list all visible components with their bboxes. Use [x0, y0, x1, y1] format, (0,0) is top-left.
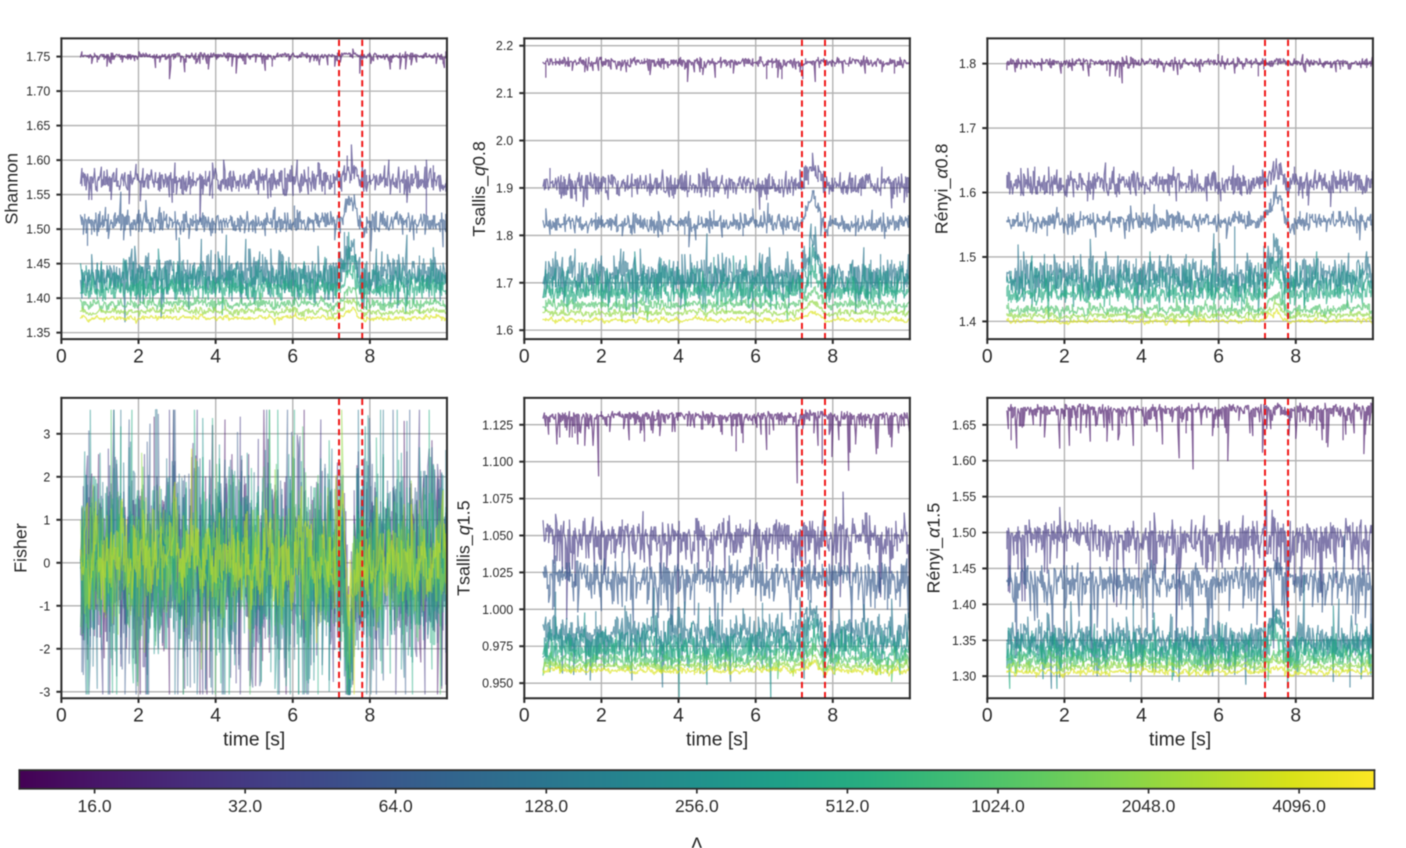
svg-text:1.55: 1.55 — [952, 490, 976, 504]
svg-text:32.0: 32.0 — [228, 796, 262, 816]
svg-text:4: 4 — [210, 347, 221, 368]
svg-text:1.6: 1.6 — [959, 186, 976, 200]
svg-text:1.65: 1.65 — [952, 418, 976, 432]
svg-text:1.60: 1.60 — [952, 454, 976, 468]
svg-text:1.8: 1.8 — [959, 57, 976, 71]
svg-text:2: 2 — [1059, 347, 1070, 368]
svg-text:0: 0 — [519, 706, 530, 727]
svg-text:1.70: 1.70 — [26, 85, 50, 99]
svg-text:1.60: 1.60 — [26, 154, 50, 168]
svg-text:2: 2 — [596, 706, 607, 727]
svg-text:6: 6 — [1213, 347, 1224, 368]
svg-text:-2: -2 — [39, 642, 50, 656]
svg-text:1.5: 1.5 — [959, 250, 976, 264]
svg-text:Fisher: Fisher — [10, 523, 30, 573]
svg-text:2: 2 — [1059, 706, 1070, 727]
svg-text:1.000: 1.000 — [482, 603, 513, 617]
svg-text:2: 2 — [596, 347, 607, 368]
svg-text:1.7: 1.7 — [496, 276, 513, 290]
svg-text:4: 4 — [673, 347, 684, 368]
svg-text:time [s]: time [s] — [1149, 729, 1211, 750]
svg-text:4: 4 — [1136, 347, 1147, 368]
svg-text:3: 3 — [43, 427, 50, 441]
svg-text:1.9: 1.9 — [496, 181, 513, 195]
svg-text:256.0: 256.0 — [675, 796, 719, 816]
svg-text:6: 6 — [750, 706, 761, 727]
svg-text:1.100: 1.100 — [482, 455, 513, 469]
svg-text:0: 0 — [982, 347, 993, 368]
svg-text:1.075: 1.075 — [482, 492, 513, 506]
svg-text:2.1: 2.1 — [496, 87, 513, 101]
svg-text:0: 0 — [43, 556, 50, 570]
svg-text:1.050: 1.050 — [482, 529, 513, 543]
svg-text:8: 8 — [1290, 706, 1301, 727]
svg-text:R é n y: R é n y i _ 1 . 5 α — [919, 497, 944, 594]
svg-text:1024.0: 1024.0 — [971, 796, 1025, 816]
svg-text:Shannon: Shannon — [2, 153, 22, 225]
svg-text:0.950: 0.950 — [482, 677, 513, 691]
svg-text:1.4: 1.4 — [959, 315, 976, 329]
svg-text:1.65: 1.65 — [26, 119, 50, 133]
svg-text:2.0: 2.0 — [496, 134, 513, 148]
svg-text:R é n y: R é n y i _ 0 . 8 α — [927, 137, 952, 234]
svg-text:1.7: 1.7 — [959, 122, 976, 136]
svg-text:0: 0 — [519, 347, 530, 368]
svg-text:2.2: 2.2 — [496, 39, 513, 53]
svg-text:1.75: 1.75 — [26, 50, 50, 64]
svg-text:4096.0: 4096.0 — [1272, 796, 1326, 816]
svg-text:time [s]: time [s] — [686, 729, 748, 750]
svg-text:2: 2 — [133, 347, 144, 368]
svg-text:4: 4 — [1136, 706, 1147, 727]
svg-text:64.0: 64.0 — [379, 796, 413, 816]
svg-text:time [s]: time [s] — [223, 729, 285, 750]
svg-text:6: 6 — [287, 706, 298, 727]
svg-text:8: 8 — [827, 706, 838, 727]
svg-text:1.45: 1.45 — [952, 562, 976, 576]
svg-text:1.30: 1.30 — [952, 670, 976, 684]
svg-text:4: 4 — [210, 706, 221, 727]
svg-text:512.0: 512.0 — [826, 796, 870, 816]
svg-text:2048.0: 2048.0 — [1122, 796, 1176, 816]
svg-text:1.025: 1.025 — [482, 566, 513, 580]
svg-text:6: 6 — [1213, 706, 1224, 727]
svg-text:1.125: 1.125 — [482, 418, 513, 432]
svg-text:T s a l: T s a l l i s _ 0 . 8 q — [465, 135, 490, 237]
svg-text:1.35: 1.35 — [26, 326, 50, 340]
svg-text:8: 8 — [827, 347, 838, 368]
svg-text:-3: -3 — [39, 685, 50, 699]
svg-text:1: 1 — [43, 513, 50, 527]
svg-text:0: 0 — [56, 347, 67, 368]
svg-text:1.55: 1.55 — [26, 188, 50, 202]
svg-text:4: 4 — [673, 706, 684, 727]
svg-text:1.40: 1.40 — [26, 292, 50, 306]
svg-text:8: 8 — [365, 706, 376, 727]
svg-text:6: 6 — [750, 347, 761, 368]
svg-text:1.40: 1.40 — [952, 598, 976, 612]
svg-text:Λ: Λ — [691, 834, 704, 848]
svg-text:8: 8 — [1290, 347, 1301, 368]
svg-text:-1: -1 — [39, 599, 50, 613]
svg-text:16.0: 16.0 — [78, 796, 112, 816]
svg-text:128.0: 128.0 — [524, 796, 568, 816]
svg-text:0: 0 — [56, 706, 67, 727]
svg-text:2: 2 — [43, 470, 50, 484]
svg-text:1.50: 1.50 — [952, 526, 976, 540]
svg-text:1.45: 1.45 — [26, 257, 50, 271]
svg-text:1.35: 1.35 — [952, 634, 976, 648]
svg-text:8: 8 — [365, 347, 376, 368]
svg-text:2: 2 — [133, 706, 144, 727]
svg-text:0: 0 — [982, 706, 993, 727]
svg-text:0.975: 0.975 — [482, 640, 513, 654]
svg-text:T s a l: T s a l l i s _ 1 . 5 q — [450, 494, 475, 596]
svg-text:1.6: 1.6 — [496, 324, 513, 338]
svg-text:1.8: 1.8 — [496, 229, 513, 243]
svg-text:1.50: 1.50 — [26, 223, 50, 237]
svg-text:6: 6 — [287, 347, 298, 368]
